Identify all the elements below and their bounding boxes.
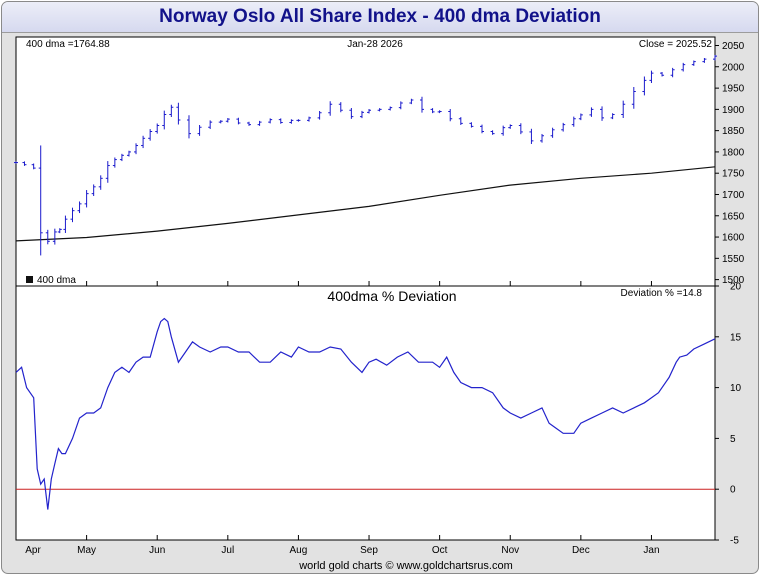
- deviation-line: [15, 317, 716, 510]
- price-tick-label: 1600: [722, 233, 745, 244]
- price-tick-label: 1550: [722, 254, 745, 265]
- month-label: Oct: [432, 545, 448, 556]
- deviation-tick-label: 10: [730, 383, 742, 394]
- close-value-label: Close = 2025.52: [639, 39, 713, 50]
- month-label: Apr: [25, 545, 41, 556]
- deviation-panel-title: 400dma % Deviation: [327, 288, 456, 304]
- deviation-y-axis: -5 0 5 10 15 20: [715, 282, 742, 547]
- deviation-tick-label: -5: [730, 536, 739, 547]
- price-tick-label: 1650: [722, 211, 745, 222]
- deviation-tick-label: 5: [730, 434, 736, 445]
- date-label: Jan-28 2026: [347, 39, 403, 50]
- price-bars: [14, 54, 717, 256]
- month-label: Nov: [501, 545, 519, 556]
- month-x-axis: Apr May Jun Jul Aug Sep Oct Nov Dec Jan: [25, 281, 660, 556]
- month-label: Jun: [149, 545, 165, 556]
- price-tick-label: 1950: [722, 84, 745, 95]
- month-label: May: [77, 545, 96, 556]
- dma-legend-swatch: [26, 276, 33, 283]
- footer-credit: world gold charts © www.goldchartsrus.co…: [298, 560, 513, 572]
- dma-legend-label: 400 dma: [37, 275, 76, 286]
- chart-canvas: 400 dma =1764.88 Jan-28 2026 Close = 202…: [14, 36, 745, 572]
- price-tick-label: 2050: [722, 41, 745, 52]
- month-label: Jul: [221, 545, 234, 556]
- deviation-value-label: Deviation % =14.8: [621, 288, 703, 299]
- price-tick-label: 2000: [722, 62, 745, 73]
- month-label: Sep: [360, 545, 378, 556]
- deviation-tick-label: 0: [730, 485, 736, 496]
- price-tick-label: 1850: [722, 126, 745, 137]
- price-tick-label: 1900: [722, 105, 745, 116]
- price-y-axis: 1500 1550 1600 1650 1700 1750 1800 1850 1900 1950…: [715, 41, 745, 286]
- deviation-tick-label: 15: [730, 332, 742, 343]
- dma-400-line: [15, 166, 716, 242]
- deviation-tick-label: 20: [730, 282, 742, 293]
- price-tick-label: 1800: [722, 147, 745, 158]
- chart-title: Norway Oslo All Share Index - 400 dma De…: [159, 6, 601, 27]
- price-tick-label: 1500: [722, 275, 745, 286]
- title-bar: Norway Oslo All Share Index - 400 dma De…: [2, 2, 758, 33]
- price-tick-label: 1700: [722, 190, 745, 201]
- price-tick-label: 1750: [722, 169, 745, 180]
- month-label: Aug: [290, 545, 308, 556]
- plot-background: [15, 36, 716, 541]
- dma-value-label: 400 dma =1764.88: [26, 39, 110, 50]
- month-label: Dec: [572, 545, 590, 556]
- month-label: Jan: [643, 545, 659, 556]
